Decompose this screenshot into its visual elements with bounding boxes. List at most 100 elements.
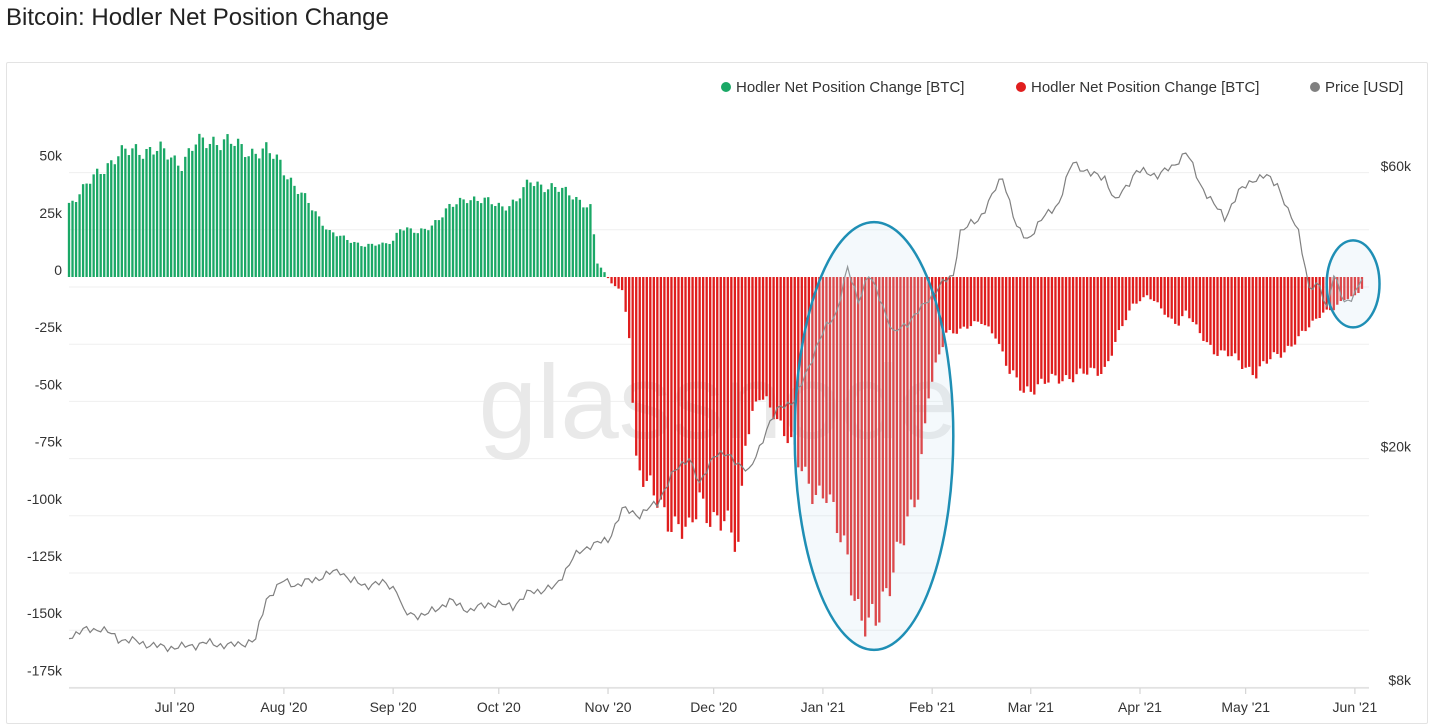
bar-negative xyxy=(620,277,624,291)
bar-negative xyxy=(1318,277,1321,318)
bar-negative xyxy=(698,277,701,493)
bar-negative xyxy=(1297,277,1300,337)
bar-positive xyxy=(564,186,567,277)
bar-positive xyxy=(187,148,190,277)
bar-positive xyxy=(191,150,194,277)
bar-negative xyxy=(1159,277,1163,309)
bar-positive xyxy=(539,184,543,277)
bar-positive xyxy=(430,225,434,277)
highlight-ellipse-jun xyxy=(1325,239,1381,329)
bar-negative xyxy=(853,277,856,601)
bar-positive xyxy=(155,150,159,277)
bar-negative xyxy=(666,277,670,532)
bar-negative xyxy=(948,277,951,330)
bar-negative xyxy=(786,277,789,444)
bar-negative xyxy=(814,277,818,495)
bar-negative xyxy=(775,277,779,420)
bar-positive xyxy=(328,230,331,277)
bar-positive xyxy=(575,196,578,277)
bar-negative xyxy=(945,277,948,333)
bar-negative xyxy=(1279,277,1283,358)
bar-positive xyxy=(258,158,261,277)
bar-negative xyxy=(1350,277,1353,297)
bar-positive xyxy=(141,158,145,277)
bar-negative xyxy=(818,277,821,486)
bar-positive xyxy=(353,241,356,277)
bar-negative xyxy=(779,277,782,421)
bar-negative xyxy=(1135,277,1138,304)
bar-positive xyxy=(286,179,289,277)
bar-negative xyxy=(849,277,853,596)
bar-negative xyxy=(1251,277,1254,376)
bar-positive xyxy=(568,195,571,277)
bar-negative xyxy=(1093,277,1096,369)
bar-negative xyxy=(934,277,937,363)
legend-item-hodler-red[interactable]: Hodler Net Position Change [BTC] xyxy=(1016,79,1259,96)
bar-positive xyxy=(367,243,370,277)
bar-negative xyxy=(1269,277,1272,360)
bar-negative xyxy=(987,277,990,327)
bar-positive xyxy=(413,232,416,277)
bar-negative xyxy=(1078,277,1082,369)
bar-negative xyxy=(1188,277,1191,319)
bar-positive xyxy=(388,243,391,277)
legend-item-hodler-green[interactable]: Hodler Net Position Change [BTC] xyxy=(721,79,964,96)
bar-positive xyxy=(184,156,187,277)
bar-negative xyxy=(649,277,652,476)
bar-positive xyxy=(117,156,120,277)
bar-positive xyxy=(525,179,529,277)
bar-positive xyxy=(78,194,81,277)
bar-negative xyxy=(716,277,719,516)
y-left-tick-label: -175k xyxy=(27,662,63,678)
bar-negative xyxy=(617,277,620,289)
bar-negative xyxy=(701,277,705,499)
bar-negative xyxy=(656,277,659,508)
bar-negative xyxy=(952,277,955,334)
bar-negative xyxy=(1223,277,1226,351)
bar-negative xyxy=(1258,277,1261,367)
bar-positive xyxy=(205,148,208,277)
bar-positive xyxy=(465,203,469,277)
y-axis-left: 50k 25k 0 -25k -50k -75k -100k -125k -150k -175k xyxy=(27,148,63,679)
bar-negative xyxy=(828,277,832,495)
bar-negative xyxy=(638,277,641,471)
bar-positive xyxy=(254,153,257,277)
bar-positive xyxy=(455,204,458,277)
bar-negative xyxy=(941,277,944,348)
bar-negative xyxy=(1255,277,1258,379)
bar-positive xyxy=(251,148,254,277)
bar-positive xyxy=(589,204,592,277)
bar-negative xyxy=(966,277,969,329)
bar-negative xyxy=(1100,277,1103,374)
bar-negative xyxy=(635,277,638,456)
bar-negative xyxy=(1152,277,1156,302)
bar-negative xyxy=(916,277,920,500)
y-right-tick-label: $20k xyxy=(1381,438,1412,454)
bar-negative xyxy=(1290,277,1293,347)
bar-negative xyxy=(670,277,673,532)
bar-positive xyxy=(434,220,437,277)
bar-negative xyxy=(874,277,877,626)
bar-negative xyxy=(1184,277,1187,311)
bar-negative xyxy=(1156,277,1159,303)
bar-negative xyxy=(906,277,909,517)
bar-positive xyxy=(303,193,307,277)
bar-negative xyxy=(1142,277,1145,298)
y-left-tick-label: 50k xyxy=(39,148,63,164)
legend-label-price: Price [USD] xyxy=(1325,79,1403,96)
bar-negative xyxy=(973,277,976,322)
bar-positive xyxy=(293,185,296,277)
bar-positive xyxy=(501,206,504,277)
bar-negative xyxy=(1276,277,1279,354)
bar-negative xyxy=(790,277,793,438)
bar-positive xyxy=(113,164,116,277)
bar-negative xyxy=(1089,277,1092,368)
legend-item-price[interactable]: Price [USD] xyxy=(1310,79,1403,96)
bar-negative xyxy=(687,277,691,518)
bar-positive xyxy=(578,199,582,277)
bar-negative xyxy=(1015,277,1018,378)
y-left-tick-label: 0 xyxy=(54,262,62,278)
bar-positive xyxy=(332,232,335,277)
bar-negative xyxy=(969,277,973,327)
